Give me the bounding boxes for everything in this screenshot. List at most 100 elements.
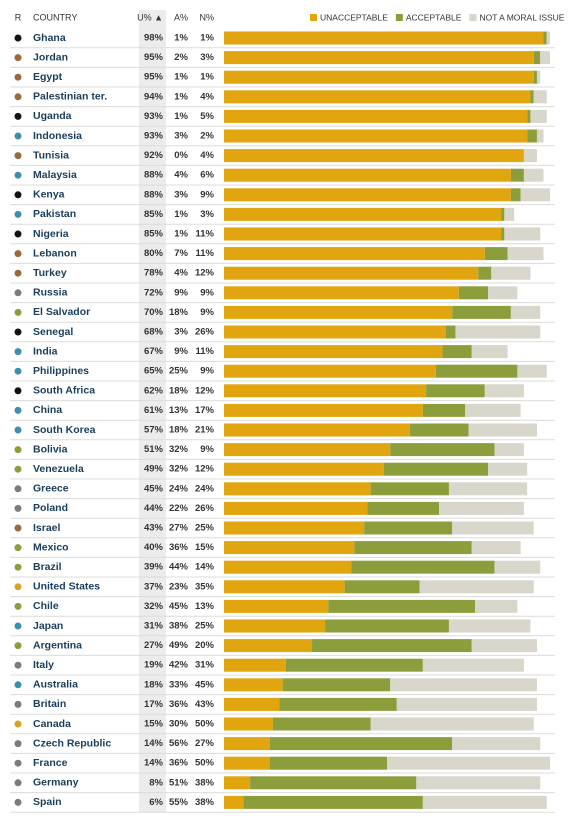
value-label: 18% bbox=[144, 679, 164, 690]
bar-segment bbox=[354, 541, 472, 555]
value-label: 43% bbox=[195, 699, 215, 710]
country-label: South Africa bbox=[33, 385, 95, 397]
bar-segment bbox=[458, 286, 489, 300]
bar-segment bbox=[279, 697, 397, 711]
value-label: 32% bbox=[144, 601, 164, 612]
bar-segment bbox=[269, 737, 453, 751]
bar-segment bbox=[530, 109, 547, 123]
region-dot bbox=[14, 171, 22, 179]
country-label: Germany bbox=[33, 777, 79, 789]
bar-segment bbox=[416, 776, 541, 790]
bar-segment bbox=[224, 31, 544, 45]
value-label: 95% bbox=[144, 52, 164, 63]
value-label: 94% bbox=[144, 91, 164, 102]
bar-segment bbox=[224, 756, 270, 770]
region-dot bbox=[14, 602, 22, 610]
value-label: 9% bbox=[200, 307, 214, 318]
region-dot bbox=[14, 504, 22, 512]
bar-segment bbox=[224, 325, 446, 339]
bar-segment bbox=[510, 188, 521, 202]
bar-segment bbox=[272, 717, 371, 731]
value-label: 22% bbox=[169, 503, 189, 514]
country-label: Palestinian ter. bbox=[33, 91, 107, 103]
bar-segment bbox=[390, 443, 495, 457]
region-dot bbox=[14, 328, 22, 336]
country-label: Pakistan bbox=[33, 208, 76, 220]
bar-segment bbox=[546, 31, 550, 45]
bar-segment bbox=[442, 345, 472, 359]
bar-segment bbox=[484, 247, 508, 261]
value-label: 2% bbox=[174, 52, 188, 63]
country-label: Brazil bbox=[33, 561, 62, 573]
value-label: 15% bbox=[195, 542, 215, 553]
value-label: 70% bbox=[144, 307, 164, 318]
value-label: 93% bbox=[144, 131, 164, 142]
value-label: 13% bbox=[169, 405, 189, 416]
bar-segment bbox=[475, 599, 518, 613]
value-label: 51% bbox=[169, 777, 189, 788]
value-label: 26% bbox=[195, 327, 215, 338]
bar-segment bbox=[224, 795, 244, 809]
bar-segment bbox=[328, 599, 476, 613]
bar-segment bbox=[224, 541, 355, 555]
bar-segment bbox=[419, 580, 534, 594]
value-label: 1% bbox=[174, 91, 188, 102]
bar-segment bbox=[224, 109, 528, 123]
column-header: R bbox=[15, 12, 22, 22]
bar-segment bbox=[536, 70, 541, 84]
bar-segment bbox=[224, 423, 410, 437]
country-label: Senegal bbox=[33, 326, 73, 338]
bar-segment bbox=[422, 403, 466, 417]
value-label: 49% bbox=[144, 464, 164, 475]
country-label: Tunisia bbox=[33, 149, 69, 161]
value-label: 21% bbox=[195, 425, 215, 436]
bar-segment bbox=[488, 286, 518, 300]
bar-segment bbox=[224, 227, 502, 241]
bar-segment bbox=[224, 168, 511, 182]
region-dot bbox=[14, 583, 22, 591]
bar-segment bbox=[455, 325, 541, 339]
value-label: 14% bbox=[144, 758, 164, 769]
bar-segment bbox=[243, 795, 423, 809]
bar-segment bbox=[422, 795, 547, 809]
bar-segment bbox=[533, 51, 541, 65]
value-label: 35% bbox=[195, 581, 215, 592]
bar-segment bbox=[471, 541, 521, 555]
legend-label: ACCEPTABLE bbox=[406, 12, 462, 22]
bar-segment bbox=[452, 305, 511, 319]
region-dot bbox=[14, 622, 22, 630]
column-header: N% bbox=[199, 12, 214, 22]
value-label: 30% bbox=[169, 719, 189, 730]
bar-segment bbox=[224, 305, 453, 319]
value-label: 9% bbox=[200, 189, 214, 200]
bar-segment bbox=[387, 756, 550, 770]
value-label: 78% bbox=[144, 268, 164, 279]
country-label: Poland bbox=[33, 502, 68, 514]
value-label: 27% bbox=[169, 523, 189, 534]
country-label: Egypt bbox=[33, 71, 63, 83]
legend-label: NOT A MORAL ISSUE bbox=[479, 12, 564, 22]
bar-segment bbox=[224, 678, 283, 692]
bar-segment bbox=[224, 247, 485, 261]
region-dot bbox=[14, 387, 22, 395]
value-label: 14% bbox=[195, 562, 215, 573]
value-label: 20% bbox=[195, 640, 215, 651]
value-label: 13% bbox=[195, 601, 215, 612]
country-label: Mexico bbox=[33, 541, 69, 553]
value-label: 72% bbox=[144, 287, 164, 298]
region-dot bbox=[14, 700, 22, 708]
region-dot bbox=[14, 798, 22, 806]
region-dot bbox=[14, 308, 22, 316]
value-label: 1% bbox=[174, 209, 188, 220]
bar-segment bbox=[540, 51, 550, 65]
bar-segment bbox=[224, 188, 511, 202]
country-label: Bolivia bbox=[33, 443, 68, 455]
bar-segment bbox=[224, 658, 286, 672]
legend-swatch bbox=[395, 14, 403, 21]
bar-segment bbox=[517, 364, 547, 378]
bar-segment bbox=[224, 482, 371, 496]
bar-segment bbox=[351, 560, 495, 574]
value-label: 31% bbox=[144, 621, 164, 632]
value-label: 93% bbox=[144, 111, 164, 122]
legend-swatch bbox=[310, 14, 317, 21]
